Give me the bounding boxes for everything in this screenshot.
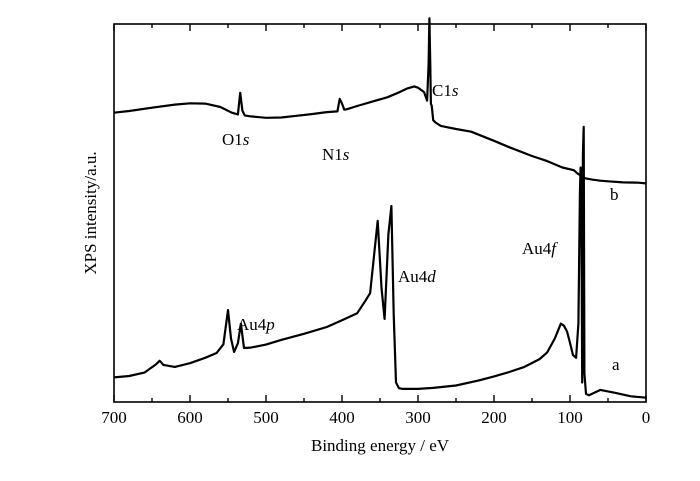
peak-label-n1s: N1s [322, 145, 350, 164]
plot-frame [113, 23, 647, 403]
y-axis-title: XPS intensity/a.u. [81, 151, 100, 274]
series-line-a [113, 125, 647, 399]
curve-label-a: a [612, 355, 620, 374]
x-tick-label: 200 [481, 408, 507, 427]
peak-label-au4p: Au4p [237, 315, 275, 334]
x-tick-label: 100 [557, 408, 583, 427]
peak-label-au4f: Au4f [522, 239, 558, 258]
x-tick-label: 600 [177, 408, 203, 427]
x-tick-label: 0 [642, 408, 651, 427]
x-axis: 700 600 500 400 300 200 100 0 [101, 24, 650, 427]
peak-label-c1s: C1s [432, 81, 459, 100]
x-tick-label: 400 [329, 408, 355, 427]
series-layer [113, 17, 647, 399]
x-tick-label: 300 [405, 408, 431, 427]
x-tick-label: 500 [253, 408, 279, 427]
series-line-b [113, 17, 647, 185]
x-tick-label: 700 [101, 408, 127, 427]
annotation-layer: a b O1s N1s C1s Au4p Au4d Au4f [222, 81, 620, 374]
peak-label-o1s: O1s [222, 130, 250, 149]
peak-label-au4d: Au4d [398, 267, 436, 286]
curve-label-b: b [610, 185, 619, 204]
x-axis-title: Binding energy / eV [311, 436, 450, 455]
